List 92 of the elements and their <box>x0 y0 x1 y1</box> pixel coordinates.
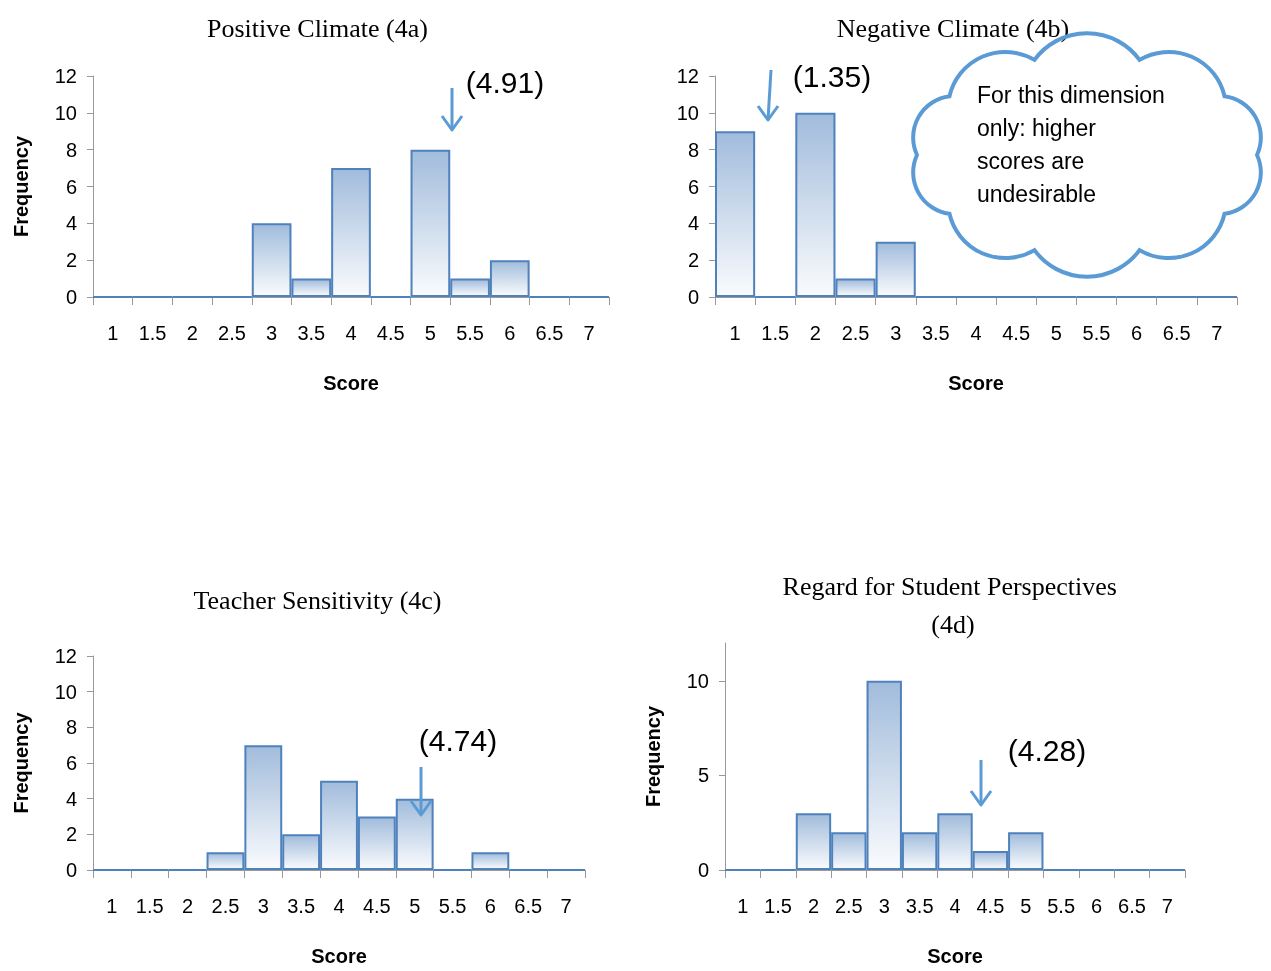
y-tick-label: 10 <box>686 669 709 692</box>
x-tick-label: 5 <box>1020 895 1032 917</box>
x-axis-title: Score <box>311 945 367 967</box>
x-tick-label: 1.5 <box>135 895 164 917</box>
x-tick-label: 3 <box>878 895 890 917</box>
x-tick-label: 1.5 <box>764 895 792 917</box>
x-tick-label: 7 <box>1161 895 1173 917</box>
chart-title: Teacher Sensitivity (4c) <box>193 585 442 615</box>
y-tick-label: 4 <box>65 212 77 235</box>
annotation: (4.74) <box>418 723 498 757</box>
x-tick-label: 6.5 <box>535 322 564 344</box>
y-axis-title: Frequency <box>10 711 32 814</box>
x-tick-label: 1 <box>729 322 741 344</box>
x-tick-label: 5.5 <box>1082 322 1111 344</box>
x-tick-label: 5 <box>424 322 436 344</box>
x-tick-label: 2.5 <box>834 895 863 917</box>
y-tick-label: 2 <box>687 249 699 272</box>
x-tick-label: 5.5 <box>438 895 467 917</box>
x-axis-title: Score <box>927 945 983 967</box>
x-tick-label: 1 <box>106 895 118 917</box>
y-tick-label: 8 <box>65 138 77 161</box>
x-tick-label: 2 <box>186 322 198 344</box>
x-axis-title: Score <box>323 372 379 394</box>
x-tick-label: 6 <box>484 895 496 917</box>
x-tick-label: 4.5 <box>362 895 391 917</box>
y-tick-label: 5 <box>697 764 709 787</box>
x-tick-label: 2 <box>807 895 820 917</box>
annotation: (4.28) <box>1007 733 1087 767</box>
x-tick-label: 6 <box>1131 322 1143 344</box>
y-tick-label: 6 <box>65 175 77 198</box>
y-tick-label: 8 <box>687 138 699 161</box>
annotation: (4.91) <box>465 65 545 99</box>
x-tick-label: 2.5 <box>211 895 240 917</box>
y-tick-label: 10 <box>54 680 77 703</box>
x-tick-label: 5.5 <box>456 322 484 344</box>
x-tick-label: 3.5 <box>287 895 316 917</box>
y-tick-label: 4 <box>687 212 699 235</box>
x-tick-label: 4.5 <box>976 895 1005 917</box>
x-tick-label: 2 <box>182 895 194 917</box>
x-tick-label: 1.5 <box>761 322 790 344</box>
x-axis-title: Score <box>948 372 1004 394</box>
x-tick-label: 2.5 <box>841 322 870 344</box>
x-tick-label: 5 <box>409 895 421 917</box>
y-tick-label: 0 <box>697 859 709 881</box>
x-tick-label: 5 <box>1050 322 1062 344</box>
x-tick-label: 6.5 <box>514 895 543 917</box>
y-tick-label: 4 <box>65 787 77 810</box>
y-tick-label: 6 <box>687 175 699 198</box>
x-tick-label: 3.5 <box>297 322 326 344</box>
x-tick-label: 1 <box>737 895 749 917</box>
x-tick-label: 4.5 <box>376 322 405 344</box>
y-tick-label: 10 <box>54 101 77 124</box>
x-tick-label: 4 <box>345 322 357 344</box>
x-tick-label: 1.5 <box>138 322 167 344</box>
x-tick-label: 3 <box>257 895 269 917</box>
x-tick-label: 4 <box>970 322 982 344</box>
x-tick-label: 3.5 <box>921 322 950 344</box>
x-tick-label: 7 <box>560 895 572 917</box>
x-tick-label: 6.5 <box>1162 322 1191 344</box>
y-axis-title: Frequency <box>642 705 664 808</box>
x-tick-label: 4.5 <box>1002 322 1031 344</box>
x-tick-label: 3 <box>890 322 902 344</box>
annotation: For this dimension only: higher scores are undesirable <box>977 82 1165 207</box>
y-tick-label: 0 <box>687 286 699 308</box>
annotation: (1.35) <box>792 59 872 93</box>
x-tick-label: 4 <box>949 895 961 917</box>
chart-title: Negative Climate (4b) <box>836 13 1070 43</box>
x-tick-label: 7 <box>583 322 595 344</box>
y-tick-label: 12 <box>54 65 77 87</box>
chart-title: Regard for Student Perspectives (4d) <box>782 571 1124 639</box>
x-tick-label: 3.5 <box>905 895 934 917</box>
x-tick-label: 6 <box>504 322 516 344</box>
x-tick-label: 5.5 <box>1047 895 1076 917</box>
x-tick-label: 2 <box>809 322 821 344</box>
y-axis-title: Frequency <box>10 135 32 238</box>
y-tick-label: 6 <box>65 752 77 774</box>
x-tick-label: 7 <box>1211 322 1223 344</box>
y-tick-label: 12 <box>54 645 77 667</box>
y-tick-label: 0 <box>65 859 77 881</box>
y-tick-label: 12 <box>676 65 699 87</box>
y-tick-label: 0 <box>65 286 77 308</box>
y-tick-label: 2 <box>65 823 77 846</box>
chart-title: Positive Climate (4a) <box>207 13 428 43</box>
y-tick-label: 8 <box>65 716 77 739</box>
x-tick-label: 3 <box>266 322 278 344</box>
x-tick-label: 6.5 <box>1118 895 1146 917</box>
x-tick-label: 2.5 <box>218 322 246 344</box>
x-tick-label: 6 <box>1090 895 1103 917</box>
y-tick-label: 10 <box>676 101 699 124</box>
y-tick-label: 2 <box>65 249 77 272</box>
x-tick-label: 1 <box>107 322 119 344</box>
x-tick-label: 4 <box>333 895 345 917</box>
